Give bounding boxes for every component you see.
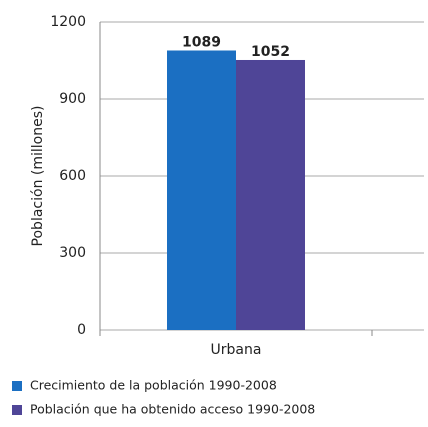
legend-label: Crecimiento de la población 1990-2008 <box>30 378 277 393</box>
y-tick-label: 900 <box>59 91 86 107</box>
legend-label: Población que ha obtenido acceso 1990-20… <box>30 402 315 417</box>
y-tick-label: 300 <box>59 245 86 261</box>
data-label: 1089 <box>182 34 221 50</box>
y-tick-label: 1200 <box>50 14 86 30</box>
data-label: 1052 <box>251 44 290 60</box>
bar <box>167 50 236 331</box>
y-axis-label: Población (millones) <box>30 106 46 247</box>
y-tick-label: 0 <box>77 322 86 338</box>
y-tick-label: 600 <box>59 168 86 184</box>
bar <box>236 59 305 331</box>
x-tick-label: Urbana <box>211 342 262 358</box>
legend-swatch <box>12 381 22 391</box>
legend-swatch <box>12 405 22 415</box>
